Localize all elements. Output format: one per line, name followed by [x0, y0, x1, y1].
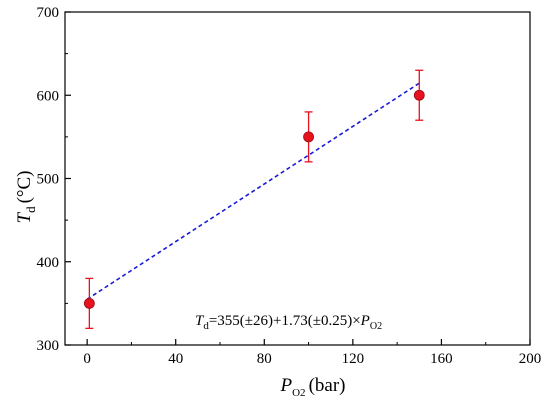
fit-line — [86, 82, 420, 300]
plot-frame — [64, 11, 531, 346]
fit-line-layer — [86, 82, 420, 300]
y-tick-label: 300 — [37, 338, 60, 354]
data-point — [83, 297, 95, 309]
fit-equation: Td=355(±26)+1.73(±0.25)×PO2 — [195, 313, 382, 332]
x-tick-label: 120 — [342, 351, 365, 367]
data-points-layer — [83, 69, 425, 330]
data-point — [413, 89, 425, 101]
ticks-layer: 0 40 80 120 160 200 300 400 500 600 700 — [37, 5, 542, 367]
x-tick-label: 0 — [83, 351, 91, 367]
y-tick-label: 400 — [37, 255, 60, 271]
x-tick-label: 80 — [257, 351, 272, 367]
y-tick-label: 600 — [37, 88, 60, 104]
y-tick-label: 700 — [37, 5, 60, 21]
x-tick-label: 40 — [168, 351, 183, 367]
data-point — [303, 131, 314, 143]
y-tick-label: 500 — [37, 172, 60, 188]
x-axis-label: PO2 (bar) — [280, 375, 346, 399]
plot-area — [64, 11, 531, 346]
x-tick-label: 160 — [430, 351, 453, 367]
x-tick-label: 200 — [519, 351, 542, 367]
y-axis-label: Td(°C) — [14, 170, 38, 223]
